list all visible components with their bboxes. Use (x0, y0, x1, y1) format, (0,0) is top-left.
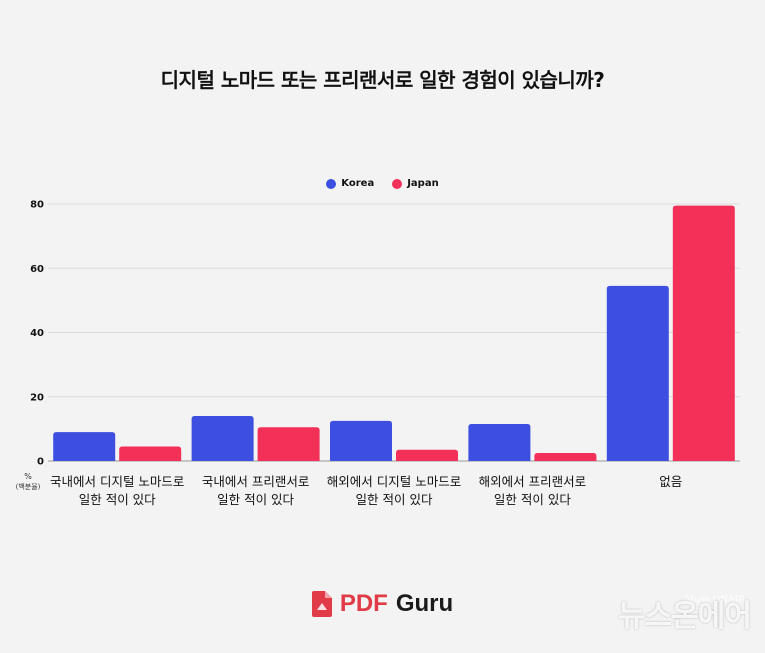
x-tick-label: 해외에서 디지털 노마드로 (327, 474, 461, 489)
brand-pdf-text: PDF (339, 590, 388, 617)
brand-guru-text: Guru (395, 590, 454, 617)
bar-korea (330, 420, 392, 461)
bar-korea (191, 416, 254, 461)
bar-japan (672, 205, 735, 461)
x-tick-label: 일한 적이 있다 (494, 492, 571, 507)
bar-japan (119, 446, 182, 461)
x-tick-label: 국내에서 프리랜서로 (202, 474, 309, 489)
legend-swatch-korea (326, 178, 337, 189)
y-tick-label: 80 (30, 200, 44, 211)
legend-swatch-japan (392, 178, 403, 189)
y-tick-label: 40 (30, 328, 44, 339)
x-tick-label: 일한 적이 있다 (356, 492, 433, 507)
watermark-subtext: Muse ONAIR (685, 595, 745, 605)
legend-label-korea: Korea (341, 178, 375, 189)
bar-japan (257, 427, 320, 461)
legend-item-korea: Korea (326, 178, 374, 189)
bar-korea (53, 432, 116, 461)
legend-item-japan: Japan (392, 178, 439, 189)
y-tick-label: 20 (30, 392, 44, 403)
chart-title: 디지털 노마드 또는 프리랜서로 일한 경험이 있습니까? (160, 68, 605, 92)
x-tick-label: 일한 적이 있다 (217, 492, 294, 507)
bar-korea (606, 285, 669, 461)
bar-korea (468, 424, 531, 461)
y-tick-label: 60 (30, 264, 44, 275)
pdf-file-icon (311, 591, 332, 617)
y-axis-label: (백분율) (16, 482, 41, 491)
y-axis-label: % (24, 472, 32, 481)
legend: Korea Japan (0, 178, 765, 189)
x-tick-label: 해외에서 프리랜서로 (479, 474, 586, 489)
y-tick-label: 0 (37, 457, 44, 468)
brand-logo: PDF Guru (0, 590, 765, 618)
bar-japan (534, 452, 597, 461)
x-tick-label: 없음 (659, 474, 682, 489)
bar-japan (396, 449, 458, 461)
watermark-logo: 뉴스온에어 (618, 599, 752, 634)
x-tick-label: 일한 적이 있다 (79, 492, 156, 507)
legend-label-japan: Japan (407, 178, 439, 189)
x-tick-label: 국내에서 디지털 노마드로 (50, 474, 184, 489)
